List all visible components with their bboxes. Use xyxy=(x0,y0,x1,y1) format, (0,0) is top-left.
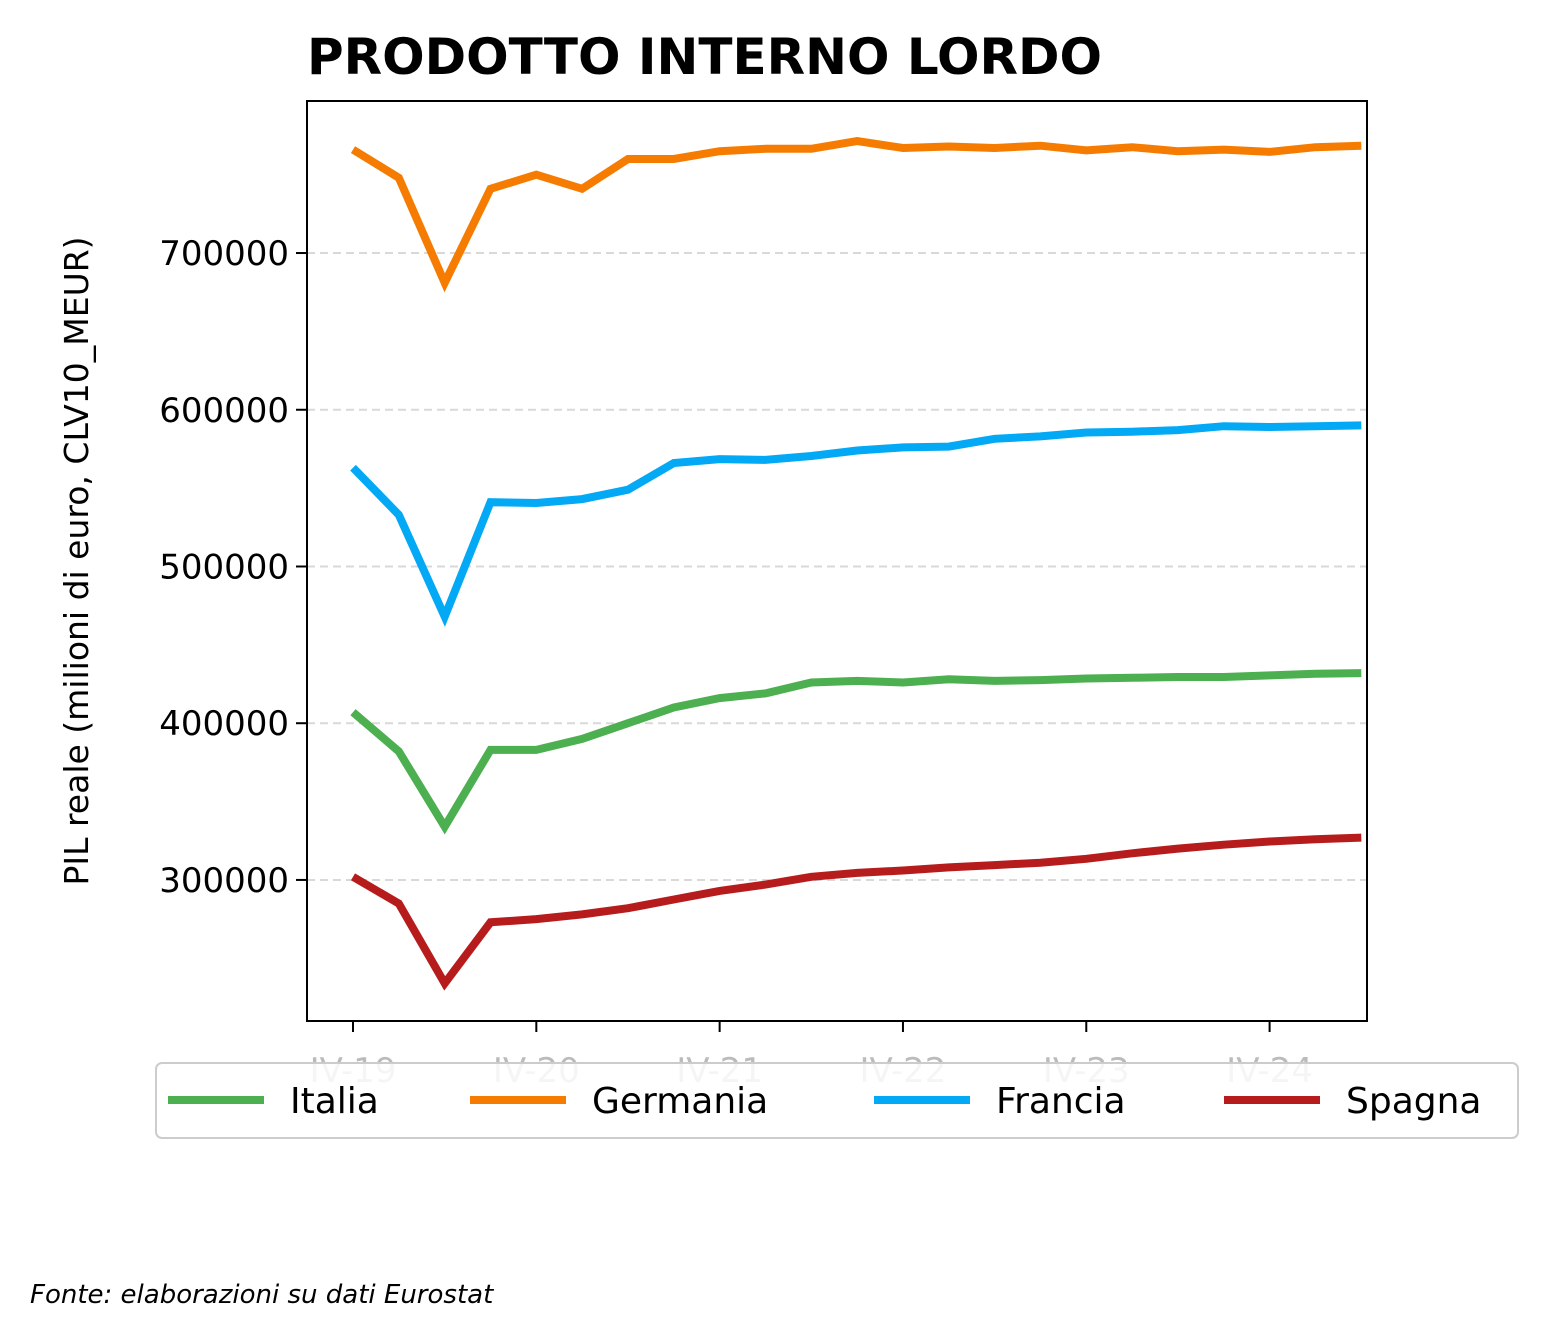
chart-title: PRODOTTO INTERNO LORDO xyxy=(307,28,1102,86)
source-note: Fonte: elaborazioni su dati Eurostat xyxy=(30,1280,494,1310)
legend-item-germania: Germania xyxy=(470,1081,768,1122)
legend-label: Spagna xyxy=(1346,1081,1482,1122)
legend-label: Germania xyxy=(592,1081,768,1122)
legend-label: Francia xyxy=(996,1081,1126,1122)
series-line-italia xyxy=(350,669,1362,835)
y-tick-label: 500000 xyxy=(159,547,289,587)
legend-item-italia: Italia xyxy=(168,1081,379,1122)
y-axis-ticks: 300000 400000 500000 600000 700000 xyxy=(159,234,307,901)
legend: Italia Germania Francia Spagna xyxy=(155,1062,1519,1139)
legend-label: Italia xyxy=(290,1081,379,1122)
legend-box xyxy=(155,1062,1519,1139)
grid-lines xyxy=(307,252,1367,881)
y-axis-label: PIL reale (milioni di euro, CLV10_MEUR) xyxy=(57,236,96,885)
series-line-germania xyxy=(350,136,1362,293)
y-tick-label: 700000 xyxy=(159,234,289,274)
legend-item-francia: Francia xyxy=(874,1081,1126,1122)
series-line-francia xyxy=(350,421,1362,627)
legend-item-spagna: Spagna xyxy=(1224,1081,1482,1122)
y-tick-label: 400000 xyxy=(159,704,289,744)
series-lines xyxy=(350,136,1362,991)
series-line-spagna xyxy=(350,833,1362,991)
y-tick-label: 300000 xyxy=(159,861,289,901)
y-tick-label: 600000 xyxy=(159,391,289,431)
legend-items: Italia Germania Francia Spagna xyxy=(168,1081,1482,1122)
plot-frame xyxy=(306,100,1368,1022)
